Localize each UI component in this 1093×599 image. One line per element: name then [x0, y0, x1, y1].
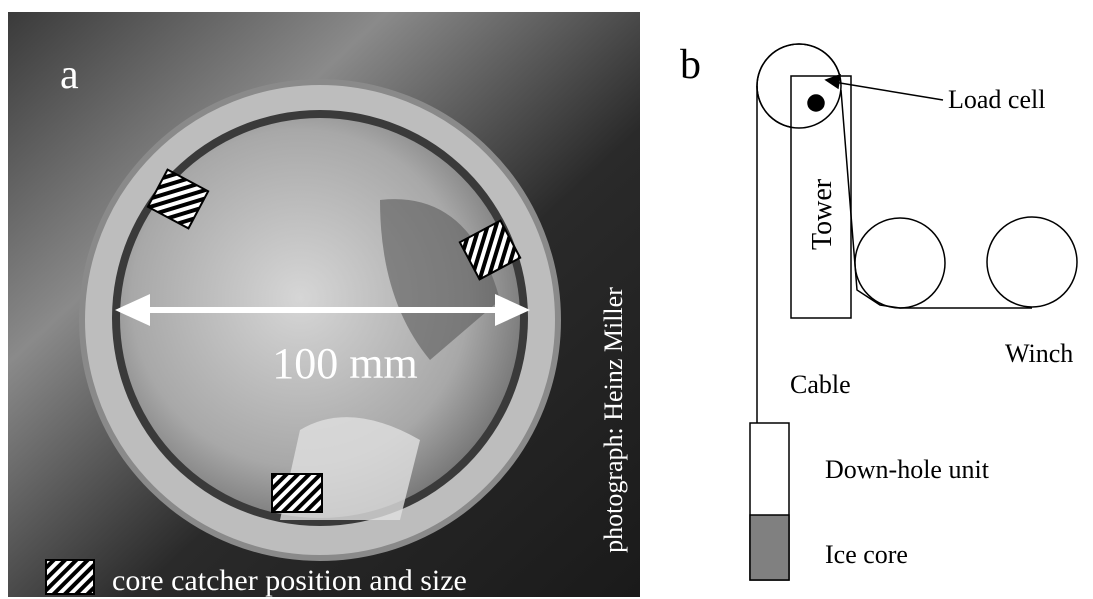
panel-label: b — [680, 42, 701, 88]
load-cell-label: Load cell — [948, 85, 1045, 114]
cable-label: Cable — [790, 370, 851, 399]
winch-drum — [855, 218, 945, 308]
cable-to-winch — [841, 90, 1032, 308]
load-cell — [808, 95, 824, 111]
core-catcher — [272, 474, 322, 512]
down-hole-label: Down-hole unit — [825, 455, 990, 484]
panel-label: a — [60, 52, 79, 98]
tower-label: Tower — [807, 178, 838, 250]
legend-swatch — [46, 560, 94, 594]
scale-label: 100 mm — [272, 339, 417, 388]
photo-credit: photograph: Heinz Miller — [599, 287, 628, 553]
figure: 100 mm a photograph: Heinz Miller core c… — [0, 0, 1093, 599]
ice-core-label: Ice core — [825, 540, 908, 569]
winch-drum — [987, 217, 1077, 307]
photo-panel: 100 mm a photograph: Heinz Miller core c… — [8, 12, 640, 597]
ice-core — [750, 515, 789, 580]
legend-text: core catcher position and size — [112, 564, 467, 597]
diagram-panel: b Tower Load cell Winch Cable Down-hole … — [680, 42, 1077, 580]
winch-label: Winch — [1005, 339, 1073, 368]
